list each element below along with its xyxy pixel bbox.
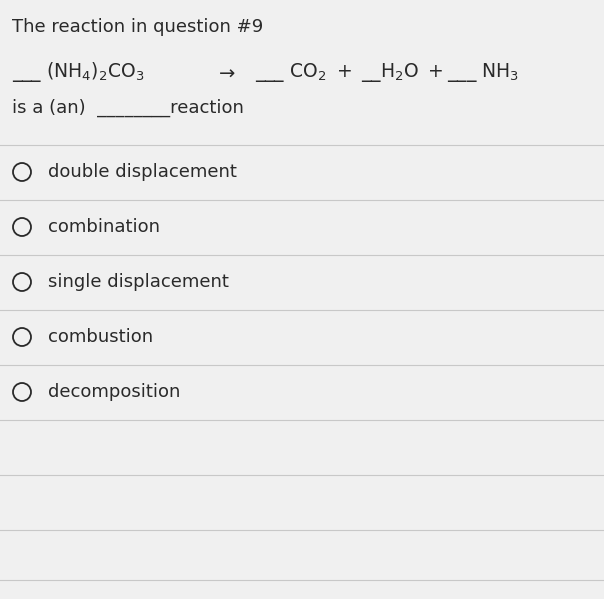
Text: single displacement: single displacement bbox=[48, 273, 229, 291]
Text: is a (an)  ________reaction: is a (an) ________reaction bbox=[12, 99, 244, 117]
Text: decomposition: decomposition bbox=[48, 383, 181, 401]
Text: $\mathsf{\_\_\_ \ CO_2 \ + \ \_\_H_2O \ +\_\_\_ \ NH_3}$: $\mathsf{\_\_\_ \ CO_2 \ + \ \_\_H_2O \ … bbox=[255, 60, 519, 83]
Text: The reaction in question #9: The reaction in question #9 bbox=[12, 18, 263, 36]
Text: $\mathsf{\_\_\_ \ (NH_4)_2CO_3}$: $\mathsf{\_\_\_ \ (NH_4)_2CO_3}$ bbox=[12, 60, 144, 84]
Text: $\mathsf{\rightarrow}$: $\mathsf{\rightarrow}$ bbox=[215, 62, 236, 81]
Text: combustion: combustion bbox=[48, 328, 153, 346]
Text: double displacement: double displacement bbox=[48, 163, 237, 181]
Text: combination: combination bbox=[48, 218, 160, 236]
